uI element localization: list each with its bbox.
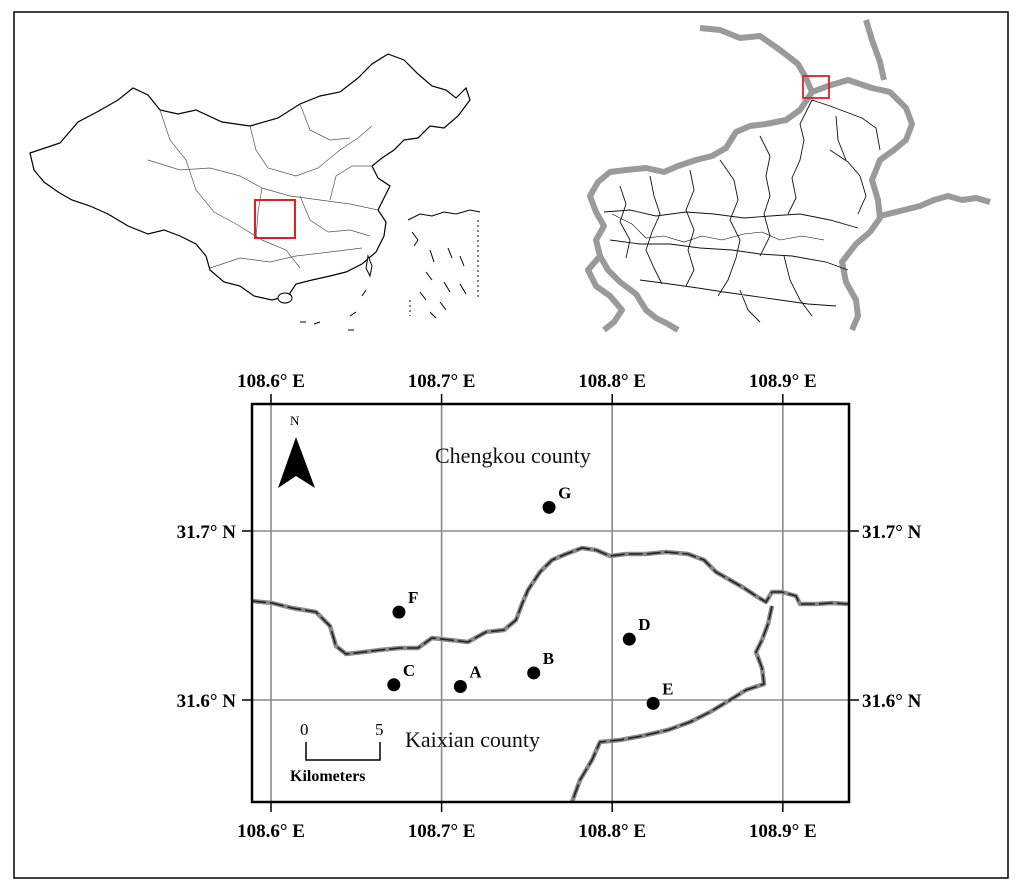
site-label: F — [408, 588, 418, 607]
x-tick-label-bottom: 108.9° E — [749, 821, 817, 842]
site-marker — [527, 666, 541, 680]
china-outline — [29, 53, 471, 301]
site-marker — [646, 696, 660, 710]
x-tick-label-top: 108.7° E — [408, 371, 476, 392]
scale-bar-line — [305, 742, 381, 761]
site-marker — [392, 605, 406, 619]
x-tick-label-top: 108.8° E — [578, 371, 646, 392]
site-label: D — [638, 615, 650, 634]
y-tick-label-right: 31.7° N — [862, 522, 922, 543]
site-marker — [453, 679, 467, 693]
site-marker — [622, 632, 636, 646]
scale-bar-end-label: 5 — [375, 720, 384, 739]
site-label: B — [543, 649, 554, 668]
hainan-island — [277, 292, 293, 304]
scale-bar: 0 5 Kilometers — [290, 720, 384, 785]
x-tick-label-bottom: 108.7° E — [408, 821, 476, 842]
north-arrow-icon — [278, 437, 315, 488]
chengkou-county-label: Chengkou county — [435, 443, 591, 468]
site-b: B — [527, 649, 554, 680]
south-china-sea-inset — [407, 209, 481, 319]
chongqing-regional-inset — [585, 19, 991, 333]
regional-district-lines — [603, 99, 881, 323]
main-study-map: 108.6° E 108.6° E 108.7° E 108.7° E 108.8° E… — [177, 371, 922, 842]
site-d: D — [622, 615, 651, 646]
china-overview-inset — [29, 53, 481, 331]
china-province-lines — [147, 103, 379, 269]
islet-dashes — [300, 289, 367, 331]
site-label: A — [469, 662, 482, 681]
north-arrow: N — [278, 413, 315, 488]
county-boundaries — [252, 545, 849, 802]
y-tick-label-left: 31.6° N — [177, 691, 237, 712]
site-marker — [387, 678, 401, 692]
site-c: C — [387, 661, 415, 692]
site-g: G — [542, 483, 571, 514]
y-tick-label-left: 31.7° N — [177, 522, 237, 543]
regional-outer-boundaries — [585, 19, 991, 333]
scale-bar-start-label: 0 — [300, 720, 309, 739]
taiwan-island — [365, 254, 373, 278]
site-marker — [542, 500, 556, 514]
site-label: E — [662, 679, 673, 698]
regional-river-lines — [611, 213, 825, 243]
chengkou-kaixian-boundary-inner — [252, 547, 849, 802]
china-highlight-box — [254, 199, 296, 239]
main-map-frame — [250, 402, 851, 804]
site-f: F — [392, 588, 418, 619]
north-arrow-label: N — [290, 413, 300, 428]
y-tick-label-right: 31.6° N — [862, 691, 922, 712]
site-label: C — [403, 661, 415, 680]
axis-ticks: 108.6° E 108.6° E 108.7° E 108.7° E 108.8° E… — [177, 371, 922, 842]
x-tick-label-bottom: 108.8° E — [578, 821, 646, 842]
scale-bar-unit-label: Kilometers — [290, 768, 366, 785]
chongqing-highlight-box — [802, 75, 830, 99]
graticule — [252, 404, 849, 802]
x-tick-label-top: 108.6° E — [237, 371, 305, 392]
x-tick-label-bottom: 108.6° E — [237, 821, 305, 842]
site-e: E — [646, 679, 673, 710]
sampling-sites: A B C D E F G — [387, 483, 673, 710]
kaixian-county-label: Kaixian county — [405, 727, 540, 752]
site-label: G — [558, 483, 571, 502]
x-tick-label-top: 108.9° E — [749, 371, 817, 392]
site-a: A — [453, 662, 482, 693]
